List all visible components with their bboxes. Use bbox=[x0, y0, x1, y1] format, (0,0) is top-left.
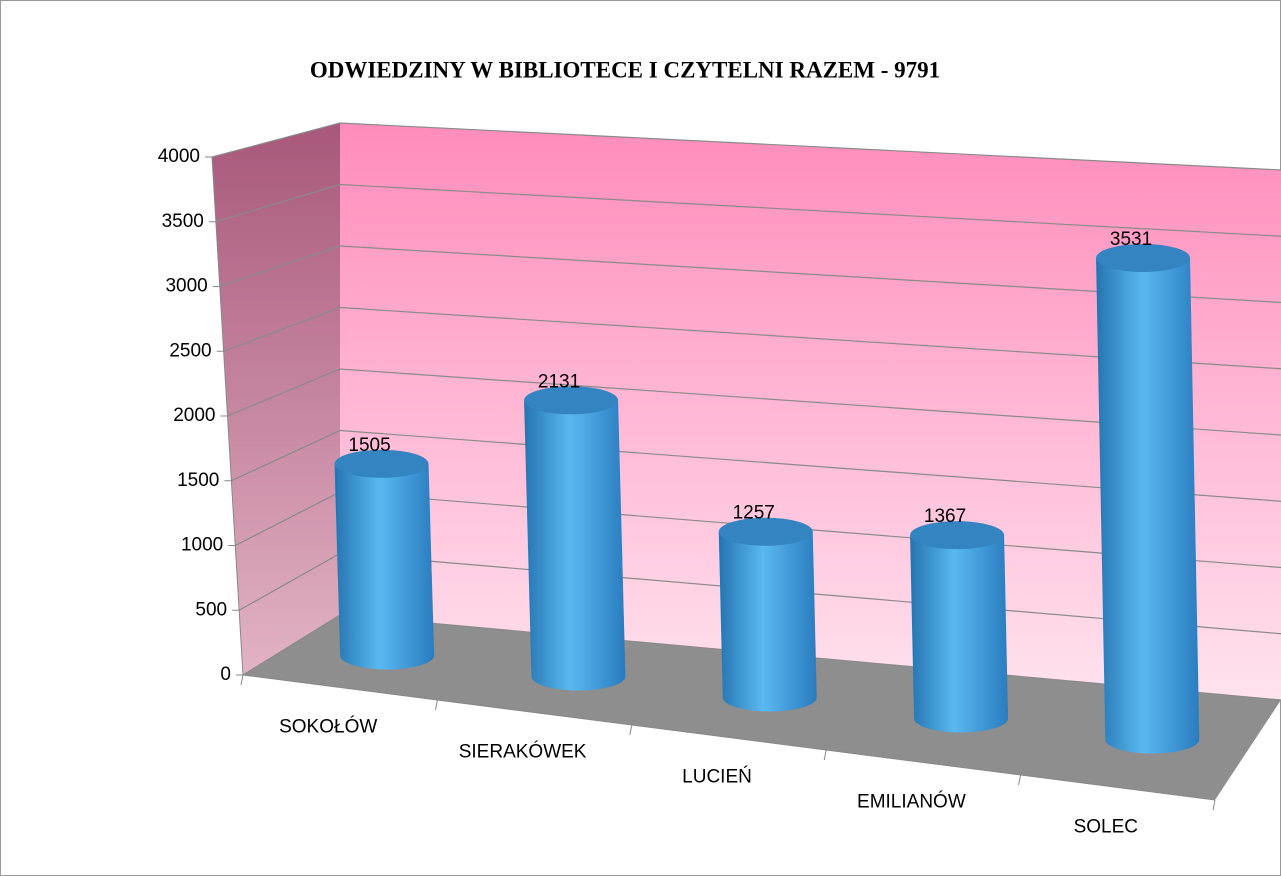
value-label: 1505 bbox=[348, 435, 390, 456]
value-label: 1367 bbox=[924, 506, 966, 527]
x-tick bbox=[434, 699, 438, 711]
bar bbox=[1096, 257, 1200, 754]
x-tick-label: SOKOŁÓW bbox=[279, 716, 377, 738]
x-tick bbox=[823, 749, 827, 761]
value-label: 1257 bbox=[733, 503, 775, 524]
y-tick-label: 500 bbox=[195, 599, 227, 620]
y-tick-label: 1000 bbox=[181, 535, 223, 556]
y-tick-label: 2000 bbox=[173, 405, 215, 426]
y-axis bbox=[211, 156, 244, 676]
grid-line bbox=[227, 368, 1281, 436]
grid-line bbox=[231, 429, 1281, 502]
value-label: 2131 bbox=[538, 371, 580, 392]
x-tick-label: SIERAKÓWEK bbox=[459, 741, 587, 763]
grid-line bbox=[211, 122, 1281, 171]
x-tick bbox=[629, 724, 633, 736]
x-tick bbox=[1018, 774, 1022, 786]
bar-top bbox=[718, 517, 813, 546]
bar-top bbox=[334, 449, 429, 478]
x-tick bbox=[240, 674, 244, 686]
bar-top bbox=[910, 521, 1005, 550]
x-tick-label: EMILIANÓW bbox=[857, 791, 966, 813]
value-label: 3531 bbox=[1110, 229, 1152, 250]
bar bbox=[910, 535, 1009, 733]
y-tick-label: 2500 bbox=[169, 340, 211, 361]
bar-top bbox=[524, 386, 619, 415]
grid-line bbox=[223, 306, 1281, 370]
y-tick-label: 0 bbox=[220, 664, 231, 685]
chart-title: ODWIEDZINY W BIBLIOTECE I CZYTELNI RAZEM… bbox=[310, 57, 940, 82]
x-tick-label: SOLEC bbox=[1074, 817, 1138, 838]
bar bbox=[524, 400, 626, 691]
y-tick-label: 3500 bbox=[162, 211, 204, 232]
grid-line bbox=[219, 245, 1281, 304]
side-wall bbox=[212, 123, 340, 675]
x-axis bbox=[242, 674, 1216, 801]
grid-line bbox=[215, 183, 1281, 237]
y-tick-label: 4000 bbox=[158, 146, 200, 167]
bar bbox=[334, 463, 435, 670]
x-tick-label: LUCIEŃ bbox=[682, 767, 752, 788]
x-tick bbox=[1212, 799, 1216, 811]
bar-top bbox=[1096, 243, 1191, 272]
y-tick-label: 1500 bbox=[177, 470, 219, 491]
y-tick-label: 3000 bbox=[165, 276, 207, 297]
bar bbox=[718, 531, 817, 712]
